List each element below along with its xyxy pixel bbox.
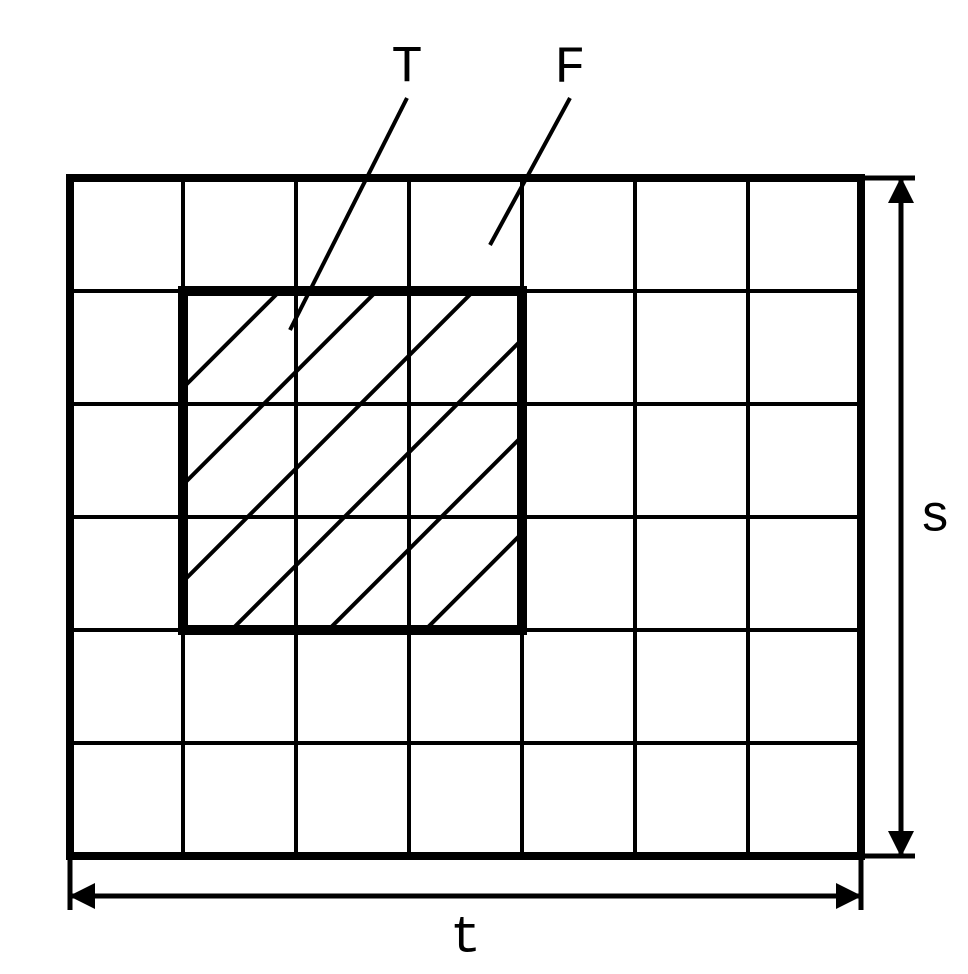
label-t: t <box>450 909 481 968</box>
technical-diagram: T Ft s <box>0 0 968 974</box>
label-T: T <box>391 39 422 98</box>
label-s: s <box>919 488 950 547</box>
label-F: F <box>554 39 585 98</box>
